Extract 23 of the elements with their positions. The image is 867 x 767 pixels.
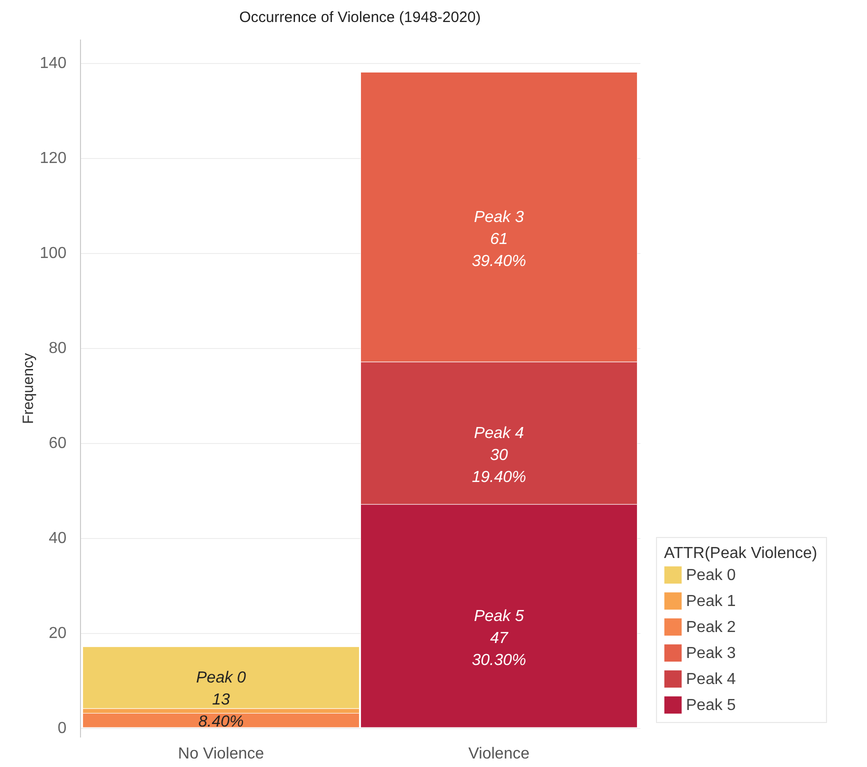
y-tick-label: 60 xyxy=(48,435,67,452)
y-tick-label: 40 xyxy=(48,530,67,548)
y-tick-label: 140 xyxy=(40,55,67,72)
x-tick-label: Violence xyxy=(468,746,530,762)
legend-label: Peak 4 xyxy=(686,671,736,688)
y-tick-label: 0 xyxy=(58,720,67,738)
y-tick-label: 120 xyxy=(40,150,67,168)
x-tick-label: No Violence xyxy=(178,746,264,762)
y-tick-label: 20 xyxy=(48,625,67,642)
legend-title: ATTR(Peak Violence) xyxy=(664,545,818,562)
y-tick-label: 100 xyxy=(40,245,67,262)
legend-label: Peak 3 xyxy=(686,645,736,662)
legend-label: Peak 1 xyxy=(686,593,736,610)
data-label: Peak 5 47 30.30% xyxy=(472,608,526,669)
chart-title: Occurrence of Violence (1948-2020) xyxy=(239,9,481,26)
data-label: Peak 4 30 19.40% xyxy=(472,425,526,486)
y-axis-title: Frequency xyxy=(20,352,37,424)
legend-label: Peak 2 xyxy=(686,619,736,636)
data-label: Peak 0 13 8.40% xyxy=(196,670,246,731)
data-label: Peak 3 61 39.40% xyxy=(472,209,526,270)
y-tick-label: 80 xyxy=(48,340,67,358)
legend-label: Peak 5 xyxy=(686,697,736,714)
legend-label: Peak 0 xyxy=(686,567,736,584)
